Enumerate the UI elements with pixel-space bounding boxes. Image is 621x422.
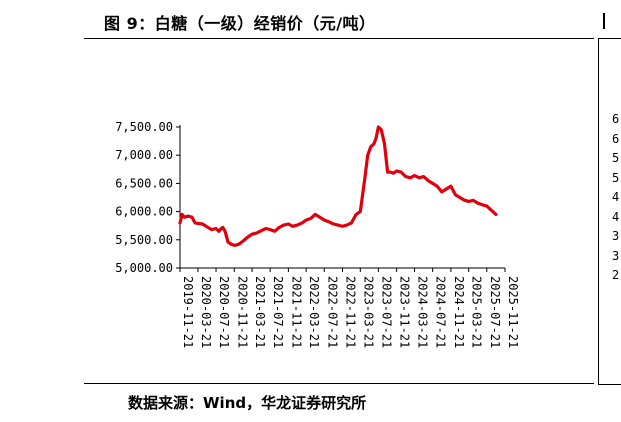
bottom-rule <box>84 383 594 384</box>
x-tick-label: 2020-07-21 <box>217 276 231 348</box>
y-tick-label: 7,500.00 <box>115 120 173 134</box>
y-axis-ticks: 5,000.00 5,500.00 6,000.00 6,500.00 7,000.00… <box>115 120 180 275</box>
y-tick-label: 6,000.00 <box>115 205 173 219</box>
x-tick-label: 2025-03-21 <box>470 276 484 348</box>
next-panel-tick-label: 6 <box>612 131 620 146</box>
x-tick-label: 2023-11-21 <box>398 276 412 348</box>
next-panel-tick-label: 5 <box>612 170 620 185</box>
y-tick-label: 6,500.00 <box>115 176 173 190</box>
y-tick-label: 5,000.00 <box>115 261 173 275</box>
series-group <box>178 125 498 247</box>
next-figure-title-fragment <box>603 13 615 29</box>
next-panel-tick-label: 5 <box>612 151 620 165</box>
next-panel-tick-label: 4 <box>612 209 620 224</box>
next-panel-tick-label: 6 <box>612 112 620 126</box>
next-panel-border <box>598 38 621 385</box>
y-tick-label: 7,000.00 <box>115 148 173 162</box>
x-tick-label: 2021-03-21 <box>253 276 267 348</box>
x-tick-label: 2022-03-21 <box>307 276 321 348</box>
y-tick-label: 5,500.00 <box>115 233 173 247</box>
next-panel-tick-label: 3 <box>612 248 620 263</box>
x-tick-label: 2025-07-21 <box>488 276 502 348</box>
x-tick-label: 2019-11-21 <box>181 276 195 348</box>
x-tick-label: 2024-11-21 <box>452 276 466 348</box>
x-axis-ticks: 2019-11-21 2020-03-21 2020-07-21 2020-11-21… <box>179 268 520 348</box>
next-panel-tick-label: 2 <box>612 268 620 282</box>
x-tick-label: 2023-03-21 <box>361 276 375 348</box>
x-tick-label: 2020-03-21 <box>199 276 213 348</box>
x-tick-label: 2021-11-21 <box>289 276 303 348</box>
top-rule <box>84 38 594 39</box>
figure-title: 图 9：白糖（一级）经销价（元/吨） <box>104 14 376 33</box>
x-tick-label: 2024-07-21 <box>434 276 448 348</box>
x-tick-label: 2022-11-21 <box>344 276 358 348</box>
x-tick-label: 2022-07-21 <box>325 276 339 348</box>
x-tick-label: 2020-11-21 <box>235 276 249 348</box>
next-panel-tick-label: 3 <box>612 229 620 243</box>
next-panel-tick-label: 4 <box>612 190 620 204</box>
x-tick-label: 2024-03-21 <box>416 276 430 348</box>
x-tick-label: 2025-11-21 <box>506 276 520 348</box>
data-source: 数据来源：Wind，华龙证券研究所 <box>128 394 367 412</box>
sugar-price-line <box>178 125 498 247</box>
next-panel-ticks: 6 6 5 5 4 4 3 3 2 <box>612 110 619 286</box>
x-tick-label: 2021-07-21 <box>271 276 285 348</box>
x-tick-label: 2023-07-21 <box>379 276 393 348</box>
